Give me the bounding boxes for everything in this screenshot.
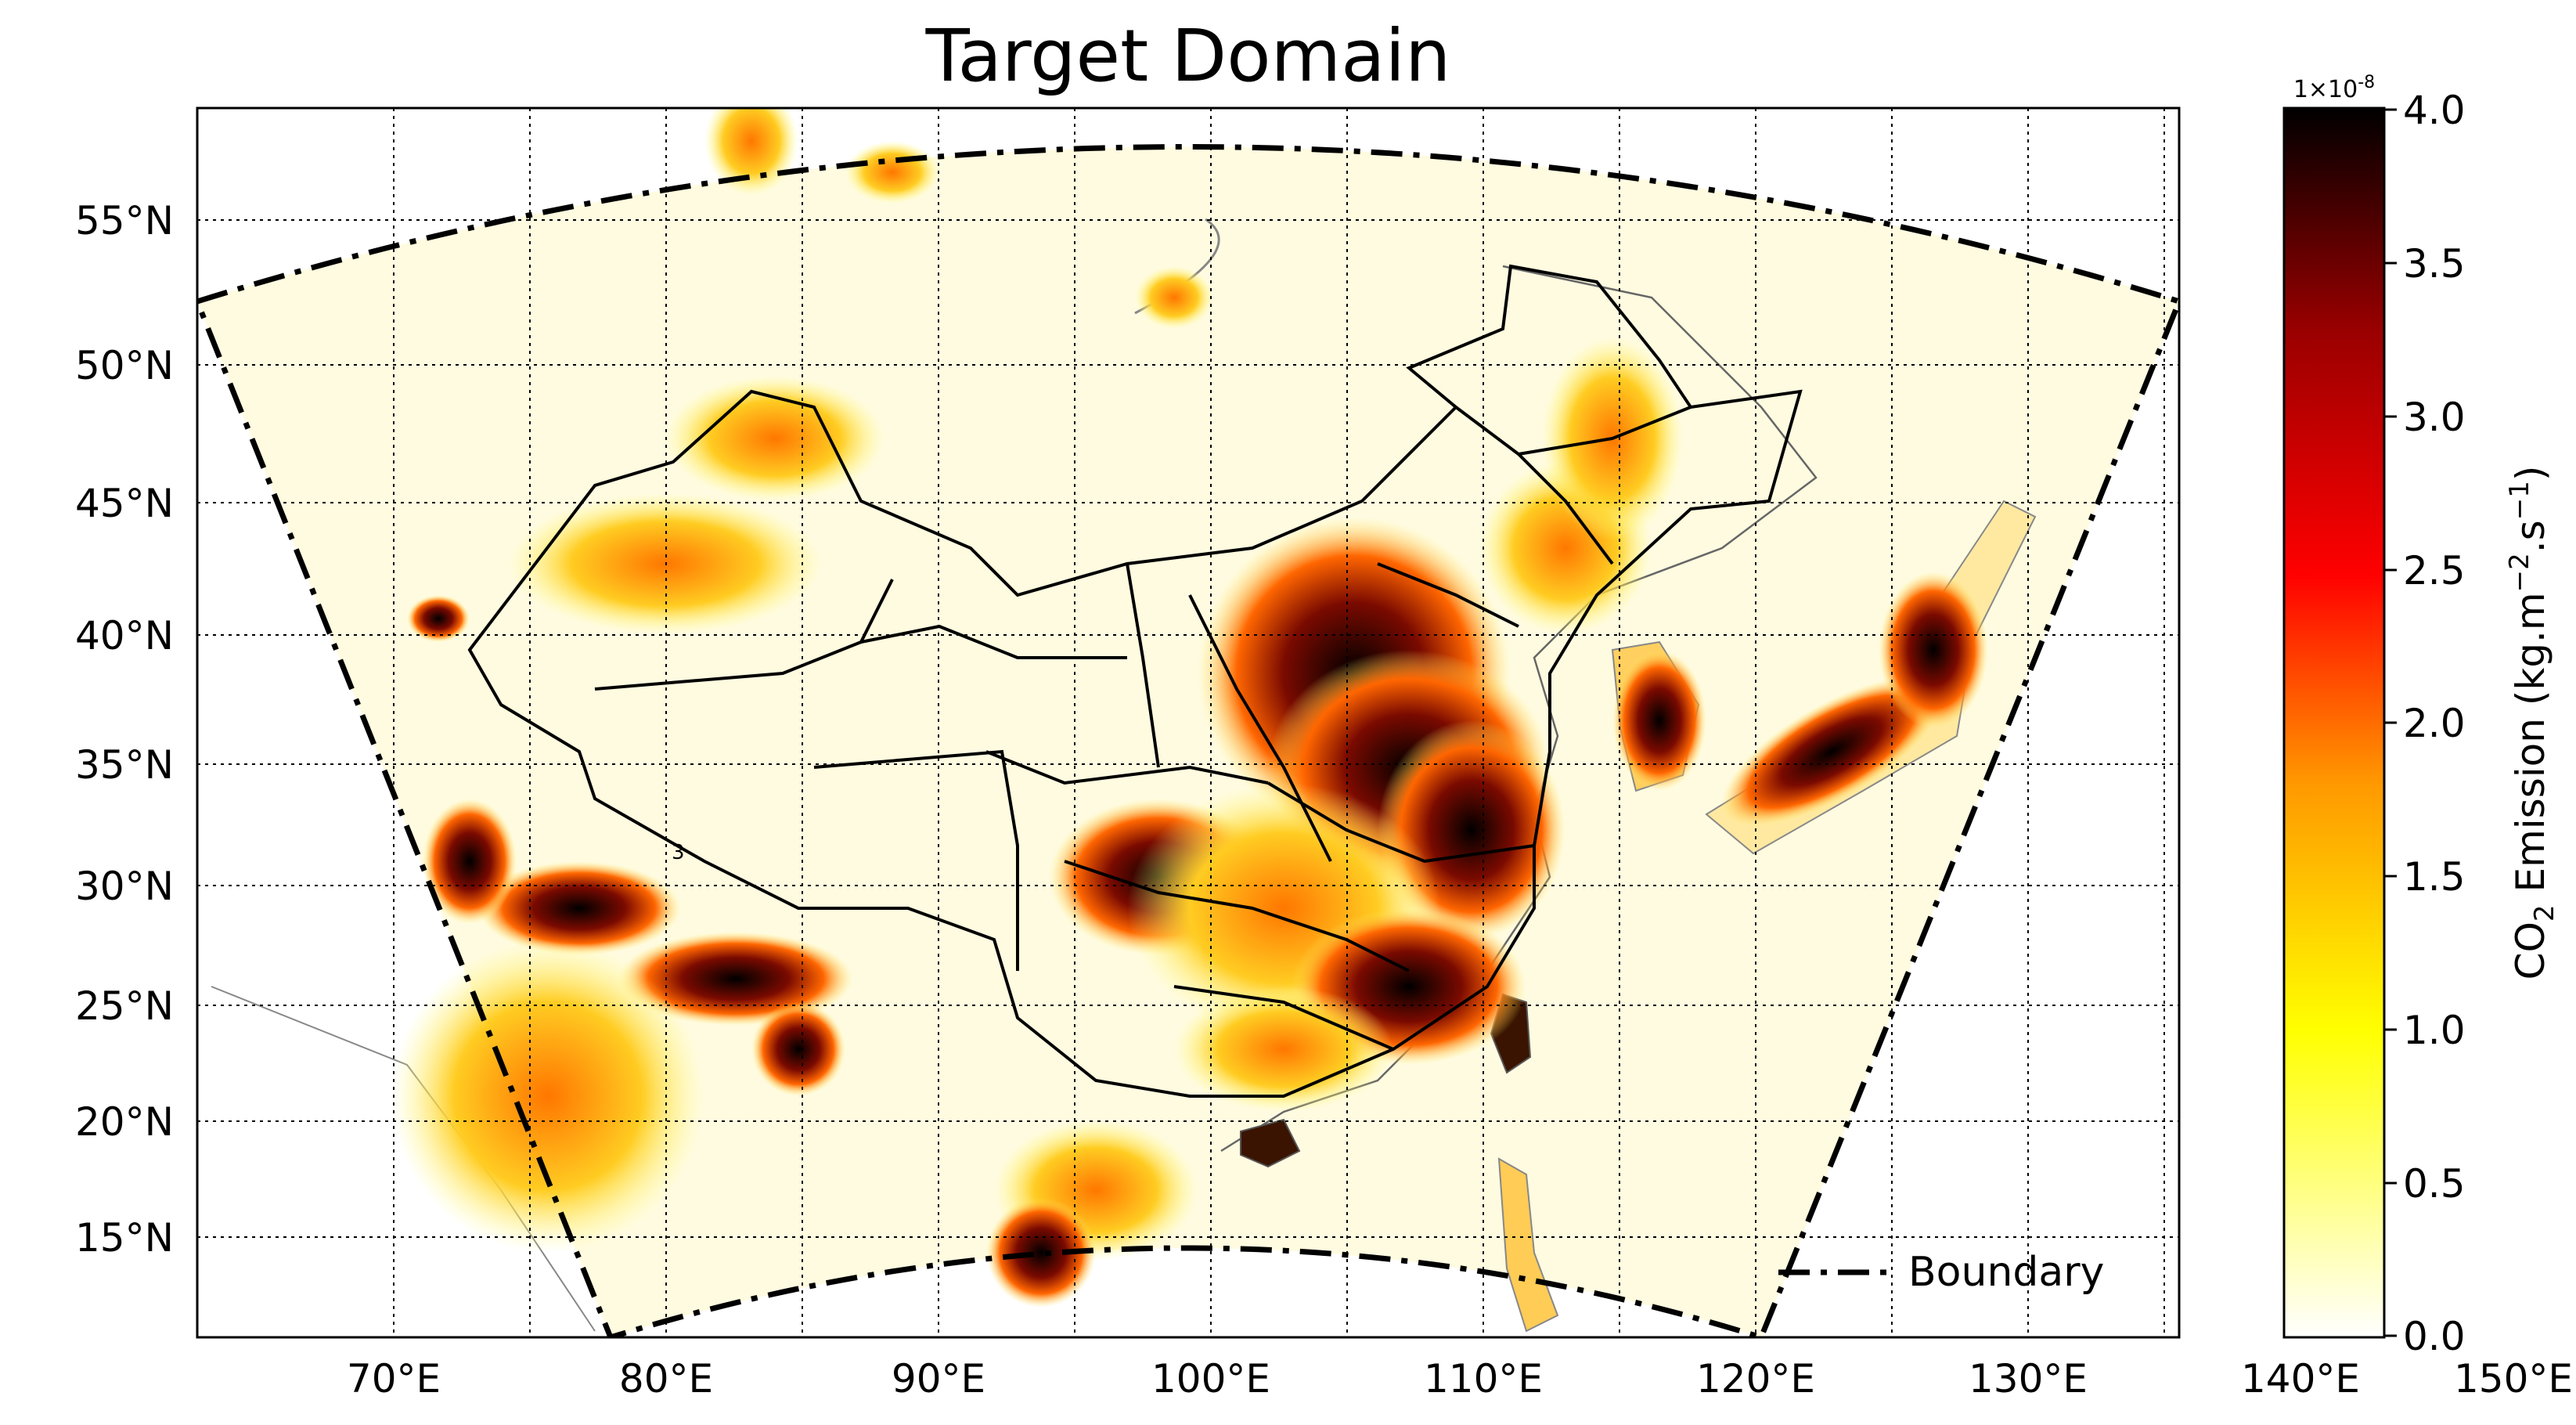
lat-tick-label: 40°N	[75, 613, 174, 658]
map-legend: Boundary	[1778, 1249, 2104, 1296]
lon-tick-labels: 70°E 80°E 90°E 100°E 110°E 120°E 130°E 1…	[347, 1356, 2573, 1402]
colorbar-tick-label: 3.0	[2403, 395, 2466, 440]
coastline-hainan	[1240, 1118, 1301, 1168]
colorbar-tick-label: 1.5	[2403, 854, 2466, 900]
lon-tick-label: 70°E	[347, 1356, 441, 1402]
colorbar-gradient	[2282, 106, 2386, 1339]
colorbar-ticks	[2384, 108, 2397, 1337]
coastline-philippines	[1497, 1157, 1559, 1333]
lat-tick-label: 20°N	[75, 1099, 174, 1145]
lon-tick-label: 90°E	[892, 1356, 985, 1402]
lat-tick-label: 55°N	[75, 198, 174, 244]
lat-tick-label: 25°N	[75, 983, 174, 1029]
lon-tick-label: 130°E	[1969, 1356, 2088, 1402]
lon-tick-label: 150°E	[2454, 1356, 2573, 1402]
emission-heatmap	[391, 108, 1988, 1308]
colorbar-tick-label: 1.0	[2403, 1008, 2466, 1053]
lat-tick-label: 45°N	[75, 481, 174, 526]
lon-tick-label: 100°E	[1151, 1356, 1270, 1402]
colorbar: 1×10-8 4.0 3.5 3.0 2.5 2.0 1.5 1.0 0.5 0…	[2282, 73, 2560, 1359]
domain-boundary	[197, 144, 2179, 1337]
map-title: Target Domain	[925, 14, 1451, 98]
map-frame	[196, 106, 2181, 1339]
lat-tick-label: 50°N	[75, 343, 174, 388]
lon-tick-label: 110°E	[1424, 1356, 1543, 1402]
colorbar-tick-label: 0.0	[2403, 1314, 2466, 1359]
lat-tick-labels: 55°N 50°N 45°N 40°N 35°N 30°N 25°N 20°N …	[75, 198, 174, 1261]
lon-tick-label: 120°E	[1696, 1356, 1815, 1402]
colorbar-label: CO2 Emission (kg.m−2.s−1)	[2504, 466, 2560, 980]
lat-tick-label: 35°N	[75, 742, 174, 788]
legend-boundary-label: Boundary	[1908, 1249, 2104, 1296]
lat-tick-label: 30°N	[75, 864, 174, 909]
colorbar-tick-label: 3.5	[2403, 241, 2466, 287]
lon-tick-label: 140°E	[2241, 1356, 2360, 1402]
colorbar-multiplier: 1×10-8	[2293, 73, 2375, 103]
colorbar-tick-label: 0.5	[2403, 1161, 2466, 1207]
lat-tick-label: 15°N	[75, 1215, 174, 1261]
province-borders	[467, 264, 1803, 1098]
graticule	[197, 108, 2179, 1337]
colorbar-tick-label: 4.0	[2403, 88, 2466, 133]
map-panel: 3 Boundary	[197, 108, 2179, 1337]
region-label: 3	[672, 841, 685, 864]
colorbar-tick-labels: 4.0 3.5 3.0 2.5 2.0 1.5 1.0 0.5 0.0	[2403, 88, 2466, 1359]
colorbar-tick-label: 2.5	[2403, 548, 2466, 593]
colorbar-tick-label: 2.0	[2403, 701, 2466, 746]
lon-tick-label: 80°E	[619, 1356, 713, 1402]
